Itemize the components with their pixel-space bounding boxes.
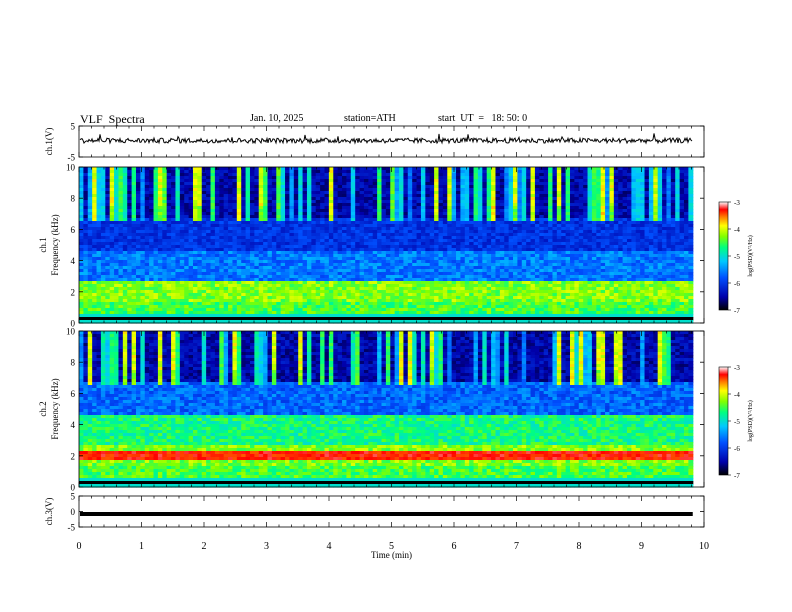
x-axis-label: Time (min) bbox=[371, 550, 412, 560]
waveform-layer bbox=[79, 133, 693, 516]
x-tick-label: 2 bbox=[202, 541, 207, 552]
y-axis-label: Frequency (kHz) bbox=[50, 214, 60, 275]
y-axis-label: ch.3(V) bbox=[44, 498, 54, 526]
colorbar-tick-label: -5 bbox=[734, 253, 740, 261]
y-axis-label: ch.1 bbox=[38, 237, 48, 252]
y-tick-label: 5 bbox=[71, 492, 76, 502]
y-tick-label: 4 bbox=[71, 420, 76, 430]
ch1-waveform bbox=[79, 133, 693, 145]
x-tick-label: 10 bbox=[699, 541, 709, 552]
colorbar-label: log(PSD)(V²/Hz) bbox=[747, 235, 754, 276]
x-tick-label: 6 bbox=[452, 541, 457, 552]
y-tick-label: 10 bbox=[66, 327, 76, 337]
colorbar-tick-label: -7 bbox=[734, 472, 740, 480]
y-tick-label: 8 bbox=[71, 358, 76, 368]
colorbar bbox=[718, 366, 729, 476]
ch2-spectrogram bbox=[79, 331, 694, 488]
y-axis-label: ch.2 bbox=[38, 401, 48, 416]
y-tick-label: -5 bbox=[68, 153, 76, 163]
colorbar-tick-label: -4 bbox=[734, 391, 740, 399]
y-tick-label: 10 bbox=[66, 163, 76, 173]
y-tick-label: 0 bbox=[71, 483, 76, 493]
x-tick-label: 7 bbox=[514, 541, 519, 552]
y-tick-label: 4 bbox=[71, 256, 76, 266]
x-tick-label: 1 bbox=[139, 541, 144, 552]
chart-title: VLF Spectra bbox=[80, 112, 145, 126]
x-tick-label: 4 bbox=[327, 541, 332, 552]
y-axis-label: ch.1(V) bbox=[44, 128, 54, 156]
y-tick-label: -5 bbox=[68, 523, 76, 533]
y-tick-label: 0 bbox=[71, 507, 76, 517]
x-tick-label: 0 bbox=[77, 541, 82, 552]
colorbar-label: log(PSD)(V²/Hz) bbox=[747, 400, 754, 441]
colorbar-tick-label: -3 bbox=[734, 364, 740, 372]
colorbar bbox=[718, 201, 729, 311]
y-tick-label: 0 bbox=[71, 319, 76, 329]
ch1-spectrogram bbox=[79, 167, 694, 324]
station-label: station=ATH bbox=[344, 113, 396, 124]
y-tick-label: 6 bbox=[71, 389, 76, 399]
x-tick-label: 5 bbox=[389, 541, 394, 552]
colorbar-tick-label: -7 bbox=[734, 307, 740, 315]
colorbar-tick-label: -6 bbox=[734, 445, 740, 453]
x-tick-label: 3 bbox=[264, 541, 269, 552]
date-label: Jan. 10, 2025 bbox=[250, 113, 304, 124]
colorbar-tick-label: -4 bbox=[734, 226, 740, 234]
x-tick-label: 9 bbox=[639, 541, 644, 552]
y-tick-label: 5 bbox=[71, 122, 76, 132]
y-axis-label: Frequency (kHz) bbox=[50, 378, 60, 439]
colorbar-tick-label: -6 bbox=[734, 280, 740, 288]
y-tick-label: 8 bbox=[71, 194, 76, 204]
y-tick-label: 6 bbox=[71, 225, 76, 235]
y-tick-label: 2 bbox=[71, 287, 76, 297]
x-tick-label: 8 bbox=[577, 541, 582, 552]
colorbar-tick-label: -5 bbox=[734, 418, 740, 426]
y-tick-label: 2 bbox=[71, 451, 76, 461]
start-time-label: start UT = 18: 50: 0 bbox=[438, 113, 528, 124]
colorbar-tick-label: -3 bbox=[734, 199, 740, 207]
